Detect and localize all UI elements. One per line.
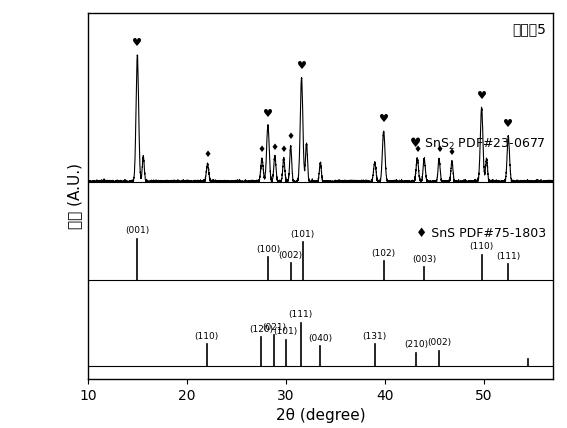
X-axis label: 2θ (degree): 2θ (degree) bbox=[276, 408, 365, 423]
Text: (110): (110) bbox=[194, 332, 219, 341]
Text: ♦: ♦ bbox=[435, 145, 443, 154]
Text: ♦: ♦ bbox=[413, 145, 421, 154]
Text: ♦: ♦ bbox=[271, 143, 279, 152]
Text: (003): (003) bbox=[412, 255, 437, 264]
Text: (210): (210) bbox=[404, 340, 429, 349]
Text: ♥: ♥ bbox=[503, 119, 513, 129]
Text: ♦ SnS PDF#75-1803: ♦ SnS PDF#75-1803 bbox=[416, 227, 546, 240]
Text: ♦: ♦ bbox=[286, 132, 295, 141]
Text: ♥: ♥ bbox=[132, 38, 142, 48]
Text: ♥ SnS$_2$ PDF#23-0677: ♥ SnS$_2$ PDF#23-0677 bbox=[409, 135, 546, 152]
Text: ♥: ♥ bbox=[379, 114, 388, 124]
Text: ♥: ♥ bbox=[297, 61, 307, 71]
Text: (110): (110) bbox=[469, 242, 494, 251]
Text: (002): (002) bbox=[278, 251, 303, 260]
Text: ♥: ♥ bbox=[263, 109, 273, 119]
Text: (040): (040) bbox=[308, 333, 332, 343]
Text: 实施例5: 实施例5 bbox=[512, 22, 546, 36]
Text: ♦: ♦ bbox=[448, 148, 456, 157]
Text: (101): (101) bbox=[274, 327, 298, 336]
Text: (120): (120) bbox=[249, 325, 273, 334]
Text: ♦: ♦ bbox=[280, 145, 288, 154]
Y-axis label: 强度 (A.U.): 强度 (A.U.) bbox=[67, 163, 82, 229]
Text: ♦: ♦ bbox=[204, 150, 211, 159]
Text: (100): (100) bbox=[256, 245, 280, 254]
Text: (131): (131) bbox=[363, 332, 387, 341]
Text: (111): (111) bbox=[496, 252, 521, 261]
Text: (021): (021) bbox=[262, 323, 286, 332]
Text: (102): (102) bbox=[371, 249, 396, 258]
Text: ♥: ♥ bbox=[477, 91, 486, 101]
Text: (111): (111) bbox=[289, 310, 312, 319]
Text: ♦: ♦ bbox=[258, 145, 266, 154]
Text: (002): (002) bbox=[427, 339, 451, 348]
Text: (001): (001) bbox=[125, 226, 150, 235]
Text: (101): (101) bbox=[290, 230, 315, 239]
